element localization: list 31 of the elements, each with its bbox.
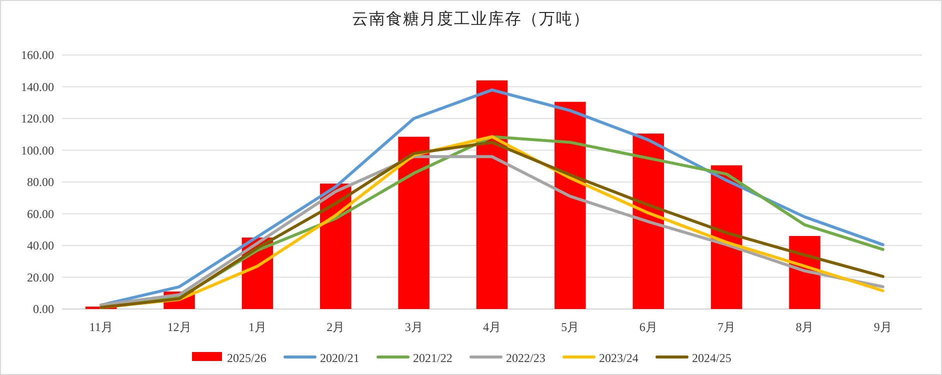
x-tick-label: 4月 — [483, 320, 501, 334]
legend-label: 2025/26 — [227, 351, 266, 365]
legend-label: 2021/22 — [413, 351, 452, 365]
bar — [476, 80, 508, 309]
y-tick-label: 20.00 — [27, 270, 54, 284]
bar — [632, 134, 664, 309]
y-tick-label: 60.00 — [27, 206, 54, 221]
x-tick-label: 11月 — [89, 320, 113, 334]
x-tick-label: 1月 — [248, 320, 266, 334]
legend-label: 2022/23 — [506, 351, 546, 365]
legend-label: 2023/24 — [599, 351, 638, 365]
x-tick-label: 5月 — [561, 320, 580, 334]
y-tick-label: 80.00 — [27, 175, 54, 189]
y-tick-label: 120.00 — [21, 112, 54, 126]
legend-label: 2024/25 — [692, 351, 732, 365]
y-tick-label: 0.00 — [33, 302, 54, 316]
x-tick-label: 12月 — [167, 320, 192, 334]
bar — [398, 136, 430, 309]
x-tick-label: 7月 — [718, 320, 736, 334]
x-tick-label: 2月 — [326, 320, 345, 334]
x-tick-label: 9月 — [874, 320, 892, 334]
x-tick-label: 6月 — [639, 320, 658, 334]
y-tick-label: 140.00 — [21, 80, 54, 94]
legend-label: 2020/21 — [320, 351, 360, 365]
x-tick-label: 8月 — [796, 320, 814, 334]
chart-title: 云南食糖月度工业库存（万吨） — [352, 9, 590, 28]
y-tick-label: 160.00 — [21, 48, 54, 62]
y-tick-label: 100.00 — [21, 143, 54, 158]
x-tick-label: 3月 — [404, 320, 423, 334]
y-tick-label: 40.00 — [27, 238, 54, 252]
bar — [554, 102, 586, 309]
